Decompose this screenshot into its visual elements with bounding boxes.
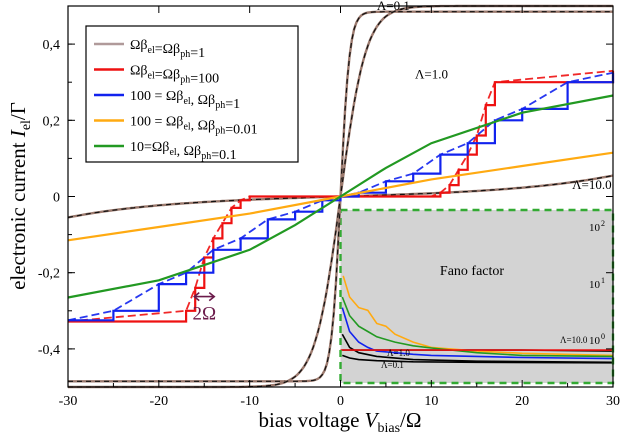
legend-label: 100 = Ωβel, Ωβph=1 <box>130 89 240 112</box>
y-tick-label: -0,4 <box>38 343 60 358</box>
inset-series-4 <box>341 296 614 358</box>
inset-title: Fano factor <box>440 264 504 279</box>
x-tick-label: 0 <box>337 394 344 409</box>
inset-y-tick-label: 10 <box>589 279 601 291</box>
arrow-head-left <box>192 291 200 302</box>
x-tick-label: -30 <box>59 394 78 409</box>
x-axis-label: bias voltage Vbias/Ω <box>259 408 422 436</box>
period-label: 2Ω <box>192 304 216 325</box>
x-tick-label: 30 <box>606 394 620 409</box>
lambda-label: Λ=0.1 <box>377 0 410 13</box>
y-tick-label: -0,2 <box>38 267 60 282</box>
inset-y-tick-exponent: 0 <box>601 332 605 341</box>
inset-series-0 <box>342 354 614 364</box>
y-axis-label: electronic current Iel/Γ <box>6 102 34 290</box>
x-tick-label: -20 <box>149 394 168 409</box>
y-tick-label: 0,2 <box>43 114 61 129</box>
period-annotation: 2Ω <box>192 291 216 325</box>
x-tick-label: 10 <box>424 394 438 409</box>
ticks-layer: -30 -20 -10 0 10 20 300,40,20-0,2-0,4 <box>38 5 620 409</box>
inset-y-tick-label: 10 <box>589 335 601 347</box>
y-tick-label: 0,4 <box>43 38 61 53</box>
arrow-head-right <box>208 291 216 302</box>
x-tick-label: -10 <box>240 394 259 409</box>
inset-series-3 <box>342 275 614 357</box>
inset-y-tick-exponent: 1 <box>601 276 605 285</box>
legend-label: 10=Ωβel, Ωβph=0.1 <box>130 140 237 163</box>
legend-label: 100 = Ωβel, Ωβph=0.01 <box>130 115 258 138</box>
inset-series-1 <box>341 333 614 364</box>
legend-label: Ωβel=Ωβph=1 <box>130 38 205 61</box>
lambda-label: Λ=1.0 <box>415 66 448 81</box>
annotations: Λ=0.1 Λ=1.0 Λ=10.0 2Ω <box>192 0 611 325</box>
inset-annotation: Λ=1.0 <box>387 348 410 358</box>
inset-series-5 <box>341 307 614 360</box>
x-tick-label: 20 <box>515 394 529 409</box>
inset-y-tick-label: 10 <box>589 222 601 234</box>
inset-y-tick-exponent: 2 <box>601 219 605 228</box>
inset-annotation: Λ=0.1 <box>381 360 404 370</box>
inset-annotation: Λ=10.0 <box>560 335 588 345</box>
legend-label: Ωβel=Ωβph=100 <box>130 64 219 87</box>
series-6 <box>67 94 614 299</box>
lambda-label: Λ=10.0 <box>572 177 612 192</box>
y-tick-label: 0 <box>53 191 60 206</box>
